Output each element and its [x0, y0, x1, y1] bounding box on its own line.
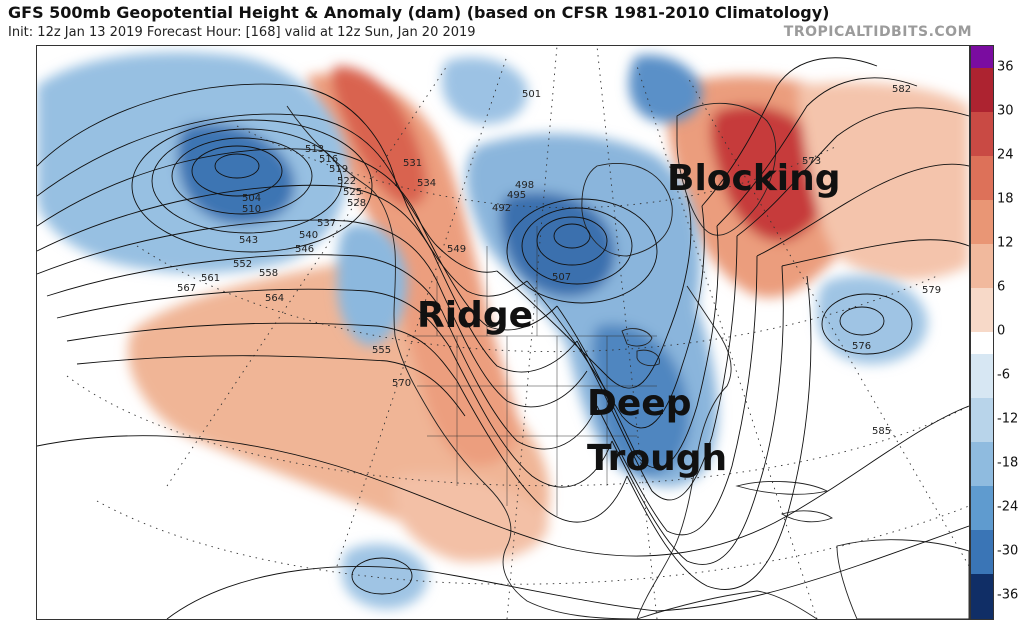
contour-label: 537: [317, 218, 336, 229]
contour-label: 519: [329, 164, 348, 175]
south-america: [836, 539, 969, 619]
contour-label: 552: [233, 259, 252, 270]
contour-label: 567: [177, 283, 196, 294]
cold-anomaly-shading: [37, 52, 928, 610]
warm-anomaly-ridge: [307, 73, 518, 466]
cold-anomaly-trough-core: [500, 192, 616, 297]
colorbar-tick: -6: [997, 367, 1010, 383]
anomaly-shading: [128, 66, 969, 562]
deep-label: Deep: [587, 383, 692, 424]
contour-label: 498: [515, 180, 534, 191]
central-america: [636, 590, 818, 619]
colorbar-segment: [971, 112, 993, 156]
contour-label: 540: [299, 230, 318, 241]
cold-anomaly-trough-south: [592, 324, 690, 476]
cold-anomaly-pacific-core: [177, 123, 295, 225]
colorbar-segment: [971, 398, 993, 442]
watermark[interactable]: TROPICALTIDBITS.COM: [783, 24, 972, 40]
cold-anomaly-offshore: [337, 223, 408, 346]
west-coast: [286, 105, 638, 619]
cuba: [735, 480, 829, 495]
warm-anomaly-blocking-core: [710, 105, 830, 242]
colorbar-tick: -36: [997, 587, 1019, 603]
blocking-label: Blocking: [667, 158, 841, 199]
colorbar-tick: -30: [997, 543, 1019, 559]
map-subtitle: Init: 12z Jan 13 2019 Forecast Hour: [16…: [8, 25, 476, 40]
contour-labels: 504 510 513 516 519 522 525 528 531 534 …: [177, 84, 941, 437]
colorbar-segment: [971, 574, 993, 619]
contour-label: 570: [392, 378, 411, 389]
colorbar-tick: -18: [997, 455, 1019, 471]
contour-label: 507: [552, 272, 571, 283]
contour-label: 558: [259, 268, 278, 279]
ridge-label: Ridge: [417, 295, 534, 336]
colorbar-segment: [971, 200, 993, 244]
hudson-bay: [581, 162, 673, 257]
contour-label: 501: [522, 89, 541, 100]
contour-label: 534: [417, 178, 436, 189]
colorbar-tick: 6: [997, 279, 1006, 295]
warm-anomaly-atlantic: [797, 82, 969, 280]
contour-label: 549: [447, 244, 466, 255]
contour-label: 513: [305, 144, 324, 155]
cold-anomaly-arctic-1: [442, 57, 528, 125]
contour-label: 492: [492, 203, 511, 214]
contour-label: 585: [872, 426, 891, 437]
colorbar-tick: 24: [997, 147, 1014, 163]
colorbar-segment: [971, 354, 993, 398]
trough-label: Trough: [587, 438, 728, 479]
cold-anomaly-arctic-2: [628, 55, 702, 123]
contour-label: 546: [295, 244, 314, 255]
contour-label: 543: [239, 235, 258, 246]
colorbar-segment: [971, 46, 993, 68]
contour-label: 555: [372, 345, 391, 356]
colorbar-tick: 36: [997, 59, 1014, 75]
height-contours: [37, 57, 969, 619]
contour-label: 495: [507, 190, 526, 201]
graticule: [66, 46, 969, 619]
contour-label: 576: [852, 341, 871, 352]
colorbar-segment: [971, 288, 993, 332]
anomaly-map: 504 510 513 516 519 522 525 528 531 534 …: [37, 46, 969, 619]
political-borders: [407, 226, 657, 516]
colorbar-tick: -24: [997, 499, 1019, 515]
colorbar-tick: 18: [997, 191, 1014, 207]
contour-label: 522: [337, 176, 356, 187]
colorbar-tick: 30: [997, 103, 1014, 119]
colorbar-tick: 0: [997, 323, 1006, 339]
contour-label: 582: [892, 84, 911, 95]
great-lakes: [621, 328, 660, 367]
east-coast: [636, 285, 732, 619]
colorbar-segment: [971, 486, 993, 530]
contour-label: 528: [347, 198, 366, 209]
anomaly-colorbar: [970, 45, 994, 620]
header: GFS 500mb Geopotential Height & Anomaly …: [0, 0, 1024, 44]
warm-anomaly-core-nw: [331, 66, 427, 206]
contour-label: 573: [802, 156, 821, 167]
contour-label: 504: [242, 193, 261, 204]
cold-anomaly-subtropical: [342, 543, 428, 610]
contour-label: 525: [343, 187, 362, 198]
hispaniola: [780, 510, 833, 523]
colorbar-segment: [971, 530, 993, 574]
contour-label: 561: [201, 273, 220, 284]
colorbar-segment: [971, 442, 993, 486]
contour-label: 510: [242, 204, 261, 215]
cold-anomaly-atlantic: [817, 275, 928, 365]
colorbar-segment: [971, 332, 993, 354]
map-panel[interactable]: 504 510 513 516 519 522 525 528 531 534 …: [36, 45, 970, 620]
contour-label: 564: [265, 293, 284, 304]
colorbar-segment: [971, 68, 993, 112]
colorbar-tick: 12: [997, 235, 1014, 251]
colorbar-tick: -12: [997, 411, 1019, 427]
contour-label: 516: [319, 154, 338, 165]
contour-label: 531: [403, 158, 422, 169]
colorbar-segment: [971, 156, 993, 200]
contour-label: 579: [922, 285, 941, 296]
colorbar-segment: [971, 244, 993, 288]
map-title: GFS 500mb Geopotential Height & Anomaly …: [8, 3, 830, 22]
